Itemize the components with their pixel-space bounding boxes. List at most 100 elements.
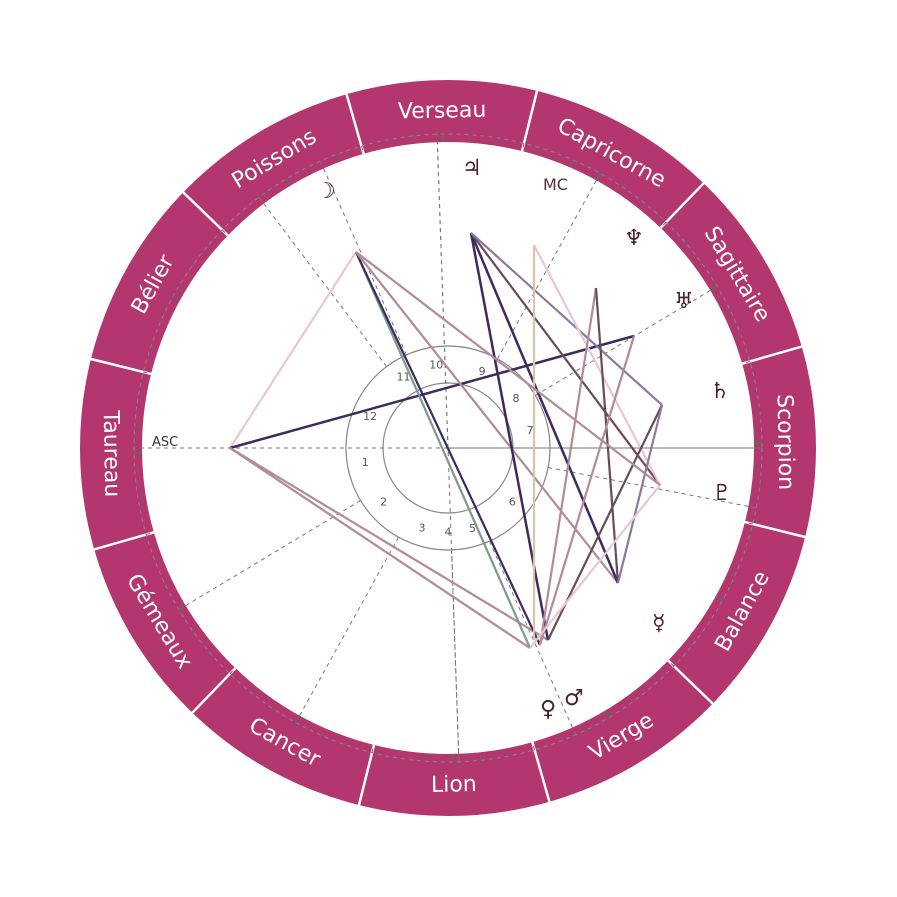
sign-divider	[520, 89, 539, 152]
aspect-line	[229, 251, 357, 449]
sign-label: Taureau	[98, 409, 125, 497]
house-cusp	[497, 173, 601, 360]
house-number: 1	[362, 456, 369, 469]
degree-tick	[165, 583, 170, 587]
house-cusp	[258, 196, 388, 367]
aspect-line	[229, 447, 549, 641]
house-number: 3	[419, 521, 426, 534]
degree-tick	[221, 229, 226, 234]
sign-divider	[531, 741, 551, 804]
degree-tick	[335, 154, 338, 159]
sign-divider	[345, 92, 365, 155]
asc-label: ASC	[152, 435, 178, 450]
house-number: 4	[445, 526, 452, 539]
house-cusp	[295, 536, 399, 723]
house-cusp	[178, 500, 361, 611]
degree-tick	[704, 620, 709, 625]
house-number: 9	[479, 365, 486, 378]
degree-tick	[178, 604, 187, 611]
sign-divider	[181, 190, 229, 237]
house-number: 10	[429, 358, 443, 371]
house-cusp	[535, 285, 718, 396]
house-ring-outer	[345, 345, 551, 551]
neptune-icon: ♆	[624, 226, 644, 251]
mc-label: MC	[543, 175, 568, 194]
degree-tick	[670, 662, 675, 667]
degree-tick	[241, 210, 245, 215]
sign-divider	[357, 744, 376, 807]
degree-tick	[620, 187, 625, 192]
house-number: 12	[363, 410, 377, 423]
aspect-line	[529, 484, 661, 649]
degree-tick	[263, 193, 267, 198]
degree-tick	[229, 670, 234, 675]
uranus-icon: ♅	[674, 289, 694, 314]
degree-tick	[595, 172, 602, 181]
degree-tick	[745, 360, 750, 364]
aspect-line	[538, 287, 598, 646]
aspect-lines	[229, 232, 664, 649]
degree-tick	[642, 203, 646, 208]
degree-tick	[688, 642, 693, 646]
house-number: 2	[380, 495, 387, 508]
degree-tick	[740, 548, 746, 551]
degree-tick	[573, 160, 577, 166]
degree-tick	[558, 737, 561, 742]
degree-tick	[146, 532, 151, 536]
venus-icon: ♀	[540, 697, 556, 722]
degree-tick	[681, 241, 686, 245]
sign-divider	[667, 659, 715, 706]
degree-tick	[709, 285, 718, 292]
degree-tick	[651, 681, 655, 686]
degree-tick	[604, 709, 611, 718]
degree-tick	[548, 150, 551, 156]
sign-dividers	[89, 89, 807, 807]
aspect-line	[533, 244, 661, 486]
aspect-line	[355, 251, 619, 584]
degree-tick	[629, 698, 633, 703]
degree-tick	[187, 271, 192, 276]
degree-tick	[309, 165, 313, 170]
aspect-line	[538, 335, 636, 646]
degree-tick	[193, 629, 198, 633]
zodiac-ring	[80, 80, 816, 816]
sign-label: Verseau	[398, 98, 487, 125]
degree-tick	[398, 754, 400, 759]
degree-tick	[726, 309, 731, 313]
degree-tick	[360, 146, 364, 151]
degree-ticks	[134, 134, 762, 762]
sign-label: Lion	[431, 772, 477, 798]
degree-tick	[172, 294, 181, 301]
house-number: 7	[527, 424, 534, 437]
degree-tick	[271, 704, 276, 709]
degree-tick	[754, 496, 759, 498]
degree-tick	[137, 398, 142, 400]
aspect-line	[594, 287, 620, 584]
aspect-line	[229, 334, 635, 450]
degree-tick	[583, 726, 587, 731]
house-number: 6	[509, 495, 516, 508]
degree-tick	[698, 263, 703, 267]
aspect-line	[470, 232, 661, 486]
moon-icon: ☽	[316, 179, 336, 204]
degree-tick	[715, 595, 724, 602]
sign-divider	[89, 357, 152, 376]
aspect-line	[470, 232, 663, 406]
degree-tick	[371, 748, 374, 753]
house-number: 8	[512, 392, 519, 405]
sign-label: Scorpion	[772, 394, 799, 490]
degree-tick	[143, 371, 148, 374]
aspect-line	[354, 251, 532, 649]
degree-tick	[345, 740, 348, 746]
degree-tick	[387, 139, 390, 144]
house-cusp	[489, 540, 577, 736]
degree-tick	[748, 522, 753, 525]
degree-tick	[506, 752, 509, 757]
degree-tick	[319, 730, 323, 736]
saturn-icon: ♄	[710, 379, 730, 404]
degree-tick	[496, 137, 498, 142]
jupiter-icon: ♃	[462, 156, 482, 181]
sign-divider	[744, 520, 807, 539]
